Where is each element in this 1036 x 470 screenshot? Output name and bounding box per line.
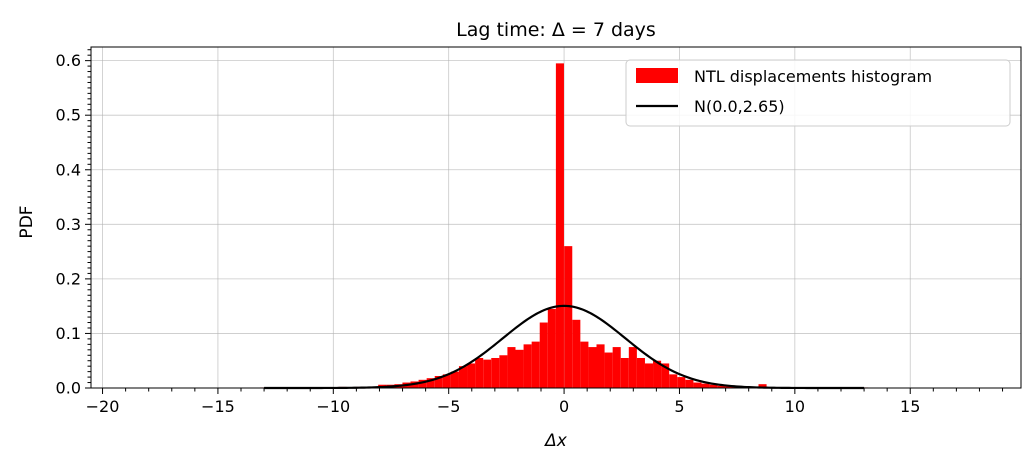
histogram-bar: [612, 347, 621, 388]
histogram-bar: [644, 363, 654, 388]
y-tick-label: 0.2: [56, 269, 81, 288]
histogram-bar: [547, 308, 556, 388]
x-tick-label: 15: [900, 397, 920, 416]
histogram-bar: [588, 347, 597, 388]
histogram-bar: [572, 319, 581, 388]
histogram-bar: [580, 341, 589, 388]
histogram-bar: [475, 357, 484, 388]
y-tick-label: 0.1: [56, 324, 81, 343]
legend-label-histogram: NTL displacements histogram: [694, 67, 932, 86]
chart-title: Lag time: Δ = 7 days: [456, 19, 656, 41]
histogram-bar: [677, 377, 686, 388]
y-tick-label: 0.4: [56, 160, 81, 179]
histogram-bar: [669, 374, 678, 388]
histogram-bar: [450, 371, 459, 388]
histogram-bar: [531, 341, 540, 388]
axes-frame: [90, 46, 1022, 389]
x-tick-label: −20: [86, 397, 120, 416]
plot-area: −20 −15 −10 −5 0 5 10 15 0.0 0.1 0.2 0.3 0.4 0.5 0.6: [56, 46, 1022, 416]
histogram-bar: [620, 357, 629, 388]
histogram-bar: [564, 246, 573, 388]
histogram-bar: [717, 385, 726, 388]
histogram-bar: [507, 347, 516, 388]
histogram-bar: [628, 347, 637, 388]
histogram-bar: [604, 352, 613, 388]
histogram-bar: [426, 378, 435, 388]
histogram-bar: [467, 363, 476, 388]
y-tick-label: 0.3: [56, 215, 81, 234]
histogram-bar: [653, 360, 662, 388]
legend: NTL displacements histogram N(0.0,2.65): [625, 59, 1011, 127]
x-tick-label: 10: [785, 397, 805, 416]
histogram-bar: [709, 384, 718, 388]
histogram-bar: [685, 379, 694, 388]
histogram-bar: [661, 363, 670, 388]
x-tick-label: 0: [559, 397, 569, 416]
histogram-bar: [693, 382, 702, 388]
legend-label-normal: N(0.0,2.65): [694, 97, 785, 116]
histogram-bar: [442, 374, 451, 388]
histogram-bar: [725, 386, 734, 388]
x-tick-label: −10: [316, 397, 350, 416]
legend-swatch-histogram: [636, 68, 678, 83]
histogram-bar: [499, 355, 508, 388]
y-tick-label: 0.0: [56, 379, 81, 398]
x-axis-label: Δx: [543, 431, 568, 451]
histogram-bar: [539, 322, 548, 388]
y-tick-label: 0.6: [56, 51, 81, 70]
histogram-bar: [434, 375, 443, 388]
histogram-bar: [418, 379, 427, 388]
x-tick-label: −5: [437, 397, 461, 416]
histogram-bar: [515, 349, 524, 388]
y-tick-label: 0.5: [56, 106, 81, 125]
histogram-bar: [523, 344, 532, 388]
histogram-bar: [636, 357, 645, 388]
histogram-bar: [555, 63, 564, 388]
histogram-bar: [596, 344, 605, 388]
y-axis-label: PDF: [17, 205, 37, 238]
histogram-bar: [758, 384, 767, 388]
histogram-bar: [701, 383, 710, 388]
histogram-bar: [458, 366, 468, 388]
x-tick-label: 5: [674, 397, 684, 416]
x-tick-label: −15: [201, 397, 235, 416]
legend-box: [625, 59, 1011, 127]
histogram-bar: [483, 359, 492, 388]
histogram-bar: [491, 357, 500, 388]
